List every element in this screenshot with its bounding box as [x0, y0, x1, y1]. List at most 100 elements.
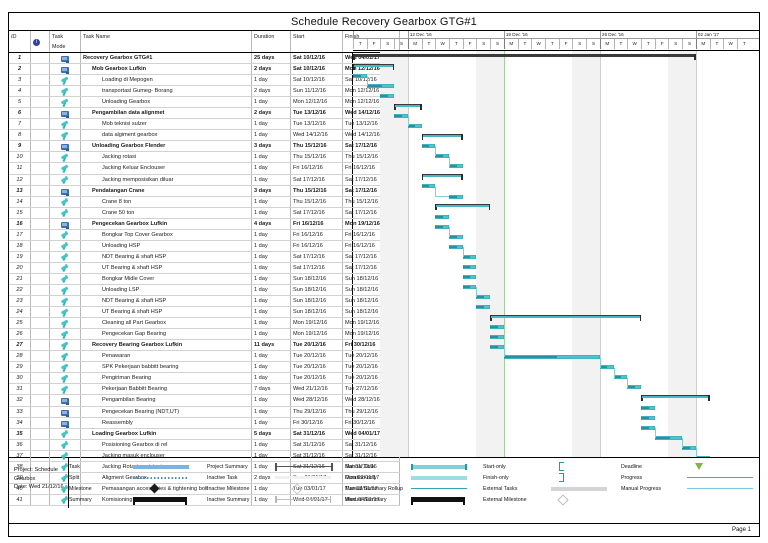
table-row[interactable]: 17 Bongkar Top Cover Gearbox 1 day Fri 16/1…: [9, 229, 400, 241]
summary-bar[interactable]: [641, 395, 710, 402]
table-row[interactable]: 14 Crane 8 ton 1 day Thu 15/12/16 Thu 15/12/…: [9, 196, 400, 208]
task-bar[interactable]: [654, 435, 683, 440]
table-row[interactable]: 22 Unloading LSP 1 day Sun 18/12/16 Sun 18/1…: [9, 284, 400, 297]
cell-task-mode[interactable]: [49, 107, 81, 120]
cell-task-mode[interactable]: [49, 174, 81, 186]
cell-task-mode[interactable]: [49, 118, 81, 131]
table-row[interactable]: 8 data algiment gearbox 1 day Wed 14/12/16 W…: [9, 129, 400, 142]
task-bar[interactable]: [476, 305, 491, 310]
summary-bar[interactable]: [353, 63, 395, 70]
cell-task-mode[interactable]: [49, 262, 81, 274]
table-row[interactable]: 21 Bongkar Midle Cover 1 day Sun 18/12/16 Su…: [9, 273, 400, 285]
cell-task-mode[interactable]: [49, 383, 81, 396]
summary-bar[interactable]: [421, 174, 463, 181]
column-header-indicator[interactable]: i: [30, 31, 50, 53]
table-row[interactable]: 29 SPK Pekerjaan babbitt bearing 1 day Tue …: [9, 361, 400, 374]
project-summary-bar[interactable]: [353, 53, 696, 60]
task-bar[interactable]: [599, 365, 614, 370]
summary-bar[interactable]: [490, 314, 642, 321]
cell-task-mode[interactable]: [49, 306, 81, 319]
cell-task-mode[interactable]: [49, 372, 81, 385]
cell-task-mode[interactable]: [49, 439, 81, 451]
task-bar[interactable]: [490, 345, 504, 350]
task-bar[interactable]: [421, 184, 436, 189]
column-header-start[interactable]: Start: [290, 31, 343, 53]
table-row[interactable]: 10 Jacking rotasi 1 day Thu 15/12/16 Thu 15/…: [9, 151, 400, 164]
task-bar[interactable]: [503, 355, 600, 360]
task-bar[interactable]: [366, 83, 395, 88]
cell-task-mode[interactable]: [49, 428, 81, 440]
cell-task-mode[interactable]: [49, 483, 81, 495]
table-row[interactable]: 25 Cleaning all Part Gearbox 1 day Mon 19/1…: [9, 317, 400, 330]
table-row[interactable]: 6 Pengambilan data alignmet 2 days Tue 13/1…: [9, 107, 400, 120]
task-bar[interactable]: [462, 254, 477, 259]
task-bar[interactable]: [449, 164, 463, 169]
cell-task-mode[interactable]: [49, 406, 81, 418]
task-bar[interactable]: [407, 124, 422, 129]
table-row[interactable]: 32 Pengambilan Bearing 1 day Wed 28/12/16 We…: [9, 394, 400, 407]
task-bar[interactable]: [394, 114, 408, 119]
table-row[interactable]: 5 Unloading Gearbox 1 day Mon 12/12/16 Mon 1…: [9, 96, 400, 109]
summary-bar[interactable]: [394, 103, 422, 110]
task-bar[interactable]: [449, 234, 463, 239]
task-bar[interactable]: [462, 274, 477, 279]
table-row[interactable]: 35 Loading Gearbox Lufkin 5 days Sat 31/12/…: [9, 428, 400, 440]
cell-task-mode[interactable]: [49, 151, 81, 164]
cell-task-mode[interactable]: [49, 317, 81, 330]
table-row[interactable]: 3 Loading di Mepogen 1 day Sat 10/12/16 Sat …: [9, 74, 400, 87]
column-header-id[interactable]: ID: [9, 31, 31, 53]
cell-task-mode[interactable]: [49, 85, 81, 98]
cell-task-mode[interactable]: [49, 52, 81, 65]
cell-task-mode[interactable]: [49, 162, 81, 175]
column-header-task-mode[interactable]: Task Mode: [49, 31, 81, 53]
cell-task-mode[interactable]: [49, 207, 81, 219]
table-row[interactable]: 11 Jacking Keluar Enclouser 1 day Fri 16/12…: [9, 162, 400, 175]
table-row[interactable]: 30 Pengiriman Bearing 1 day Tue 20/12/16 Tue…: [9, 372, 400, 385]
table-row[interactable]: 20 UT Bearing & shaft HSP 1 day Sat 17/12/1…: [9, 262, 400, 274]
table-row[interactable]: 36 Posisioning Gearbox di rel 1 day Sat 31/…: [9, 439, 400, 451]
cell-task-mode[interactable]: [49, 218, 81, 230]
task-bar[interactable]: [421, 144, 436, 149]
column-header-finish[interactable]: Finish: [342, 31, 400, 53]
cell-task-mode[interactable]: [49, 240, 81, 252]
table-row[interactable]: 4 transportasi Gumeg- Borang 2 days Sun 11/…: [9, 85, 400, 98]
table-row[interactable]: 1 Recovery Gearbox GTG#1 25 days Sat 10/12/…: [9, 52, 400, 65]
cell-task-mode[interactable]: [49, 140, 81, 153]
task-bar[interactable]: [449, 194, 463, 199]
task-bar[interactable]: [435, 214, 449, 219]
cell-task-mode[interactable]: [49, 328, 81, 341]
task-bar[interactable]: [462, 284, 477, 289]
table-row[interactable]: 24 UT Bearing & shaft HSP 1 day Sun 18/12/1…: [9, 306, 400, 319]
cell-task-mode[interactable]: [49, 339, 81, 352]
cell-task-mode[interactable]: [49, 74, 81, 87]
task-bar[interactable]: [435, 154, 449, 159]
cell-task-mode[interactable]: [49, 251, 81, 263]
table-row[interactable]: 34 Reassembly 1 day Fri 30/12/16 Fri 30/12/1…: [9, 417, 400, 429]
cell-task-mode[interactable]: [49, 461, 81, 473]
cell-task-mode[interactable]: [49, 472, 81, 484]
task-bar[interactable]: [476, 295, 491, 299]
table-row[interactable]: 7 Mob teknisi sulzer 1 day Tue 13/12/16 Tue …: [9, 118, 400, 131]
task-bar[interactable]: [613, 375, 628, 380]
column-header-duration[interactable]: Duration: [251, 31, 291, 53]
cell-task-mode[interactable]: [49, 96, 81, 109]
cell-task-mode[interactable]: [49, 185, 81, 197]
table-row[interactable]: 27 Recovery Bearing Gearbox Lufkin 11 days…: [9, 339, 400, 352]
table-row[interactable]: 31 Pekerjaan Babbitt Bearing 7 days Wed 21/…: [9, 383, 400, 396]
summary-bar[interactable]: [421, 133, 463, 140]
cell-task-mode[interactable]: [49, 417, 81, 429]
cell-task-mode[interactable]: [49, 273, 81, 285]
task-bar[interactable]: [380, 94, 395, 98]
task-bar[interactable]: [490, 325, 504, 330]
table-row[interactable]: 28 Penawaran 1 day Tue 20/12/16 Tue 20/12/16: [9, 350, 400, 363]
table-row[interactable]: 15 Crane 50 ton 1 day Sat 17/12/16 Sat 17/12…: [9, 207, 400, 219]
task-bar[interactable]: [490, 335, 504, 340]
task-bar[interactable]: [682, 445, 696, 450]
table-row[interactable]: 16 Pengecekan Gearbox Lufkin 4 days Fri 16/…: [9, 218, 400, 230]
task-bar[interactable]: [695, 455, 710, 457]
cell-task-mode[interactable]: [49, 494, 81, 506]
cell-task-mode[interactable]: [49, 129, 81, 142]
summary-bar[interactable]: [435, 204, 491, 211]
cell-task-mode[interactable]: [49, 229, 81, 241]
task-bar[interactable]: [641, 425, 655, 430]
